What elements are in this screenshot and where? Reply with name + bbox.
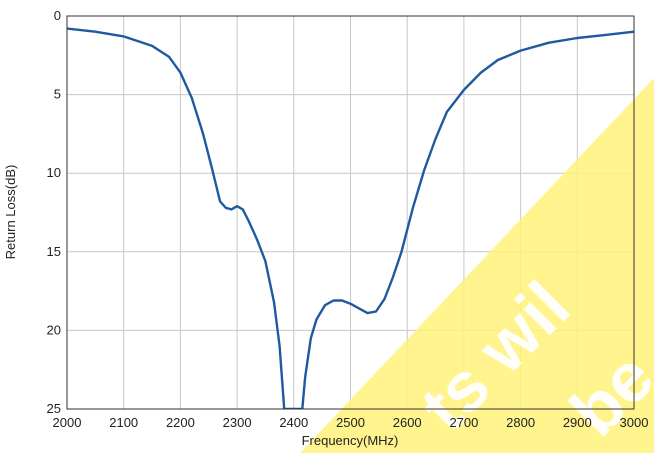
- x-tick-label: 2600: [393, 415, 422, 430]
- x-tick-label: 2200: [166, 415, 195, 430]
- x-tick-labels: 2000 2100 2200 2300 2400 2500 2600 2700 2800 2900…: [53, 415, 649, 430]
- x-tick-label: 2500: [336, 415, 365, 430]
- y-axis-label: Return Loss(dB): [3, 165, 18, 260]
- return-loss-line: [67, 27, 634, 409]
- x-tick-label: 2300: [223, 415, 252, 430]
- x-tick-label: 2900: [563, 415, 592, 430]
- x-tick-label: 2000: [53, 415, 82, 430]
- y-tick-label: 20: [47, 322, 61, 337]
- watermark-band: [300, 78, 654, 453]
- y-tick-label: 15: [47, 244, 61, 259]
- x-tick-label: 2800: [506, 415, 535, 430]
- y-tick-label: 5: [54, 87, 61, 102]
- x-tick-label: 2700: [449, 415, 478, 430]
- y-tick-label: 25: [47, 401, 61, 416]
- x-axis-label: Frequency(MHz): [302, 433, 399, 448]
- y-tick-labels: 0 5 10 15 20 25: [47, 8, 61, 416]
- plot-frame: [66, 15, 635, 410]
- x-tick-label: 3000: [620, 415, 649, 430]
- series-group: [67, 27, 634, 409]
- y-tick-label: 10: [47, 165, 61, 180]
- x-tick-label: 2100: [109, 415, 138, 430]
- y-tick-label: 0: [54, 8, 61, 23]
- x-tick-label: 2400: [279, 415, 308, 430]
